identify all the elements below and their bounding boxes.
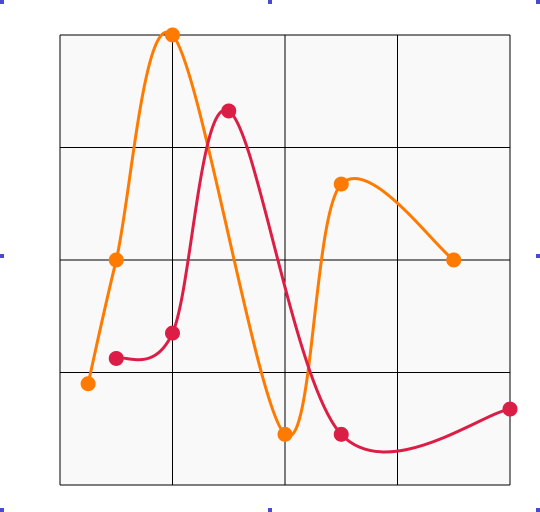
handle-bottom-center-icon[interactable]: [268, 508, 272, 512]
series-1-point-5: [333, 176, 349, 192]
series-2-point-2: [165, 325, 180, 341]
series-1-point-6: [446, 252, 462, 268]
series-2-point-3: [221, 103, 237, 119]
series-1-point-3: [165, 27, 180, 43]
series-1-point-1: [80, 376, 96, 392]
series-2-point-4: [333, 426, 349, 442]
series-layer: [80, 27, 518, 454]
handle-middle-left-icon[interactable]: [0, 254, 4, 258]
series-1-point-2: [108, 252, 124, 268]
series-1-point-4: [277, 426, 293, 442]
series-2-point-5: [502, 401, 518, 417]
series-2-point-1: [108, 350, 124, 366]
handle-top-right-icon[interactable]: [536, 0, 540, 4]
handle-top-left-icon[interactable]: [0, 0, 4, 4]
handle-middle-right-icon[interactable]: [536, 254, 540, 258]
handle-bottom-right-icon[interactable]: [536, 508, 540, 512]
handle-bottom-left-icon[interactable]: [0, 508, 4, 512]
handle-top-center-icon[interactable]: [268, 0, 272, 4]
